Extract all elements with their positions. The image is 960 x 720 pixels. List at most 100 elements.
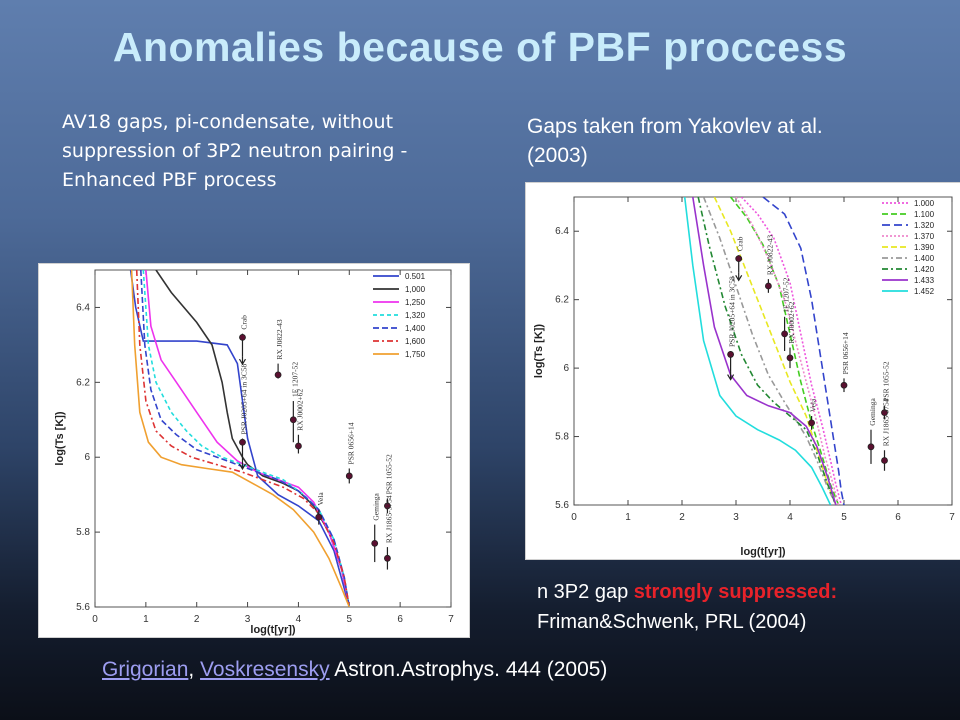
author-link-voskresensky[interactable]: Voskresensky: [200, 658, 330, 681]
obs-label: Vela: [316, 492, 325, 506]
obs-label: RX J0002+62: [295, 389, 304, 431]
legend-label: 1,250: [405, 298, 426, 307]
cooling-chart-left: 0 1 2 3 4 5 6 7 5.6 5.8 6 6.2 6.4 log(t[yr]) log(Ts [K…: [38, 263, 470, 638]
obs-point: [781, 330, 789, 338]
x-tick-label: 4: [296, 614, 302, 625]
obs-label: RX J1865-3754: [384, 495, 393, 543]
obs-label: PSR J0205+64 in 3C58: [728, 276, 737, 347]
obs-point: [840, 381, 848, 389]
obs-label: PSR 0656+14: [346, 422, 355, 464]
y-tick-label: 6: [84, 452, 90, 463]
obs-label: PSR J0205+64 in 3C58: [239, 364, 248, 435]
obs-point: [371, 539, 379, 547]
obs-point: [384, 502, 391, 510]
obs-label: PSR 1055-52: [882, 361, 891, 401]
plot-frame: [573, 196, 953, 506]
obs-point: [764, 282, 772, 290]
obs-label: RX J0002+62: [787, 301, 796, 343]
x-tick-label: 1: [143, 614, 149, 625]
obs-label: 1E 1207-52: [782, 277, 791, 312]
note-prefix: n 3P2 gap: [537, 581, 634, 603]
series-line: [735, 197, 840, 505]
x-tick-label: 5: [347, 614, 353, 625]
series-line: [140, 270, 351, 607]
series-line: [762, 197, 845, 505]
legend-label: 1,600: [405, 337, 426, 346]
legend-label: 1.433: [914, 276, 935, 285]
series-line: [683, 197, 832, 505]
obs-point: [735, 255, 743, 262]
obs-point: [881, 457, 888, 464]
x-tick-label: 4: [787, 512, 793, 523]
obs-label: Geminga: [868, 398, 877, 426]
x-tick-label: 7: [949, 512, 955, 523]
obs-label: 1E 1207-52: [290, 362, 299, 397]
series-line: [729, 197, 840, 505]
obs-label: PSR 1055-52: [384, 454, 393, 494]
obs-limit-arrow: [238, 358, 247, 366]
obs-point: [345, 472, 353, 480]
legend-label: 1,400: [405, 324, 426, 333]
obs-point: [315, 513, 323, 521]
x-tick-label: 6: [397, 614, 403, 625]
obs-label: PSR 0656+14: [841, 332, 850, 374]
obs-label: Geminga: [372, 492, 381, 520]
legend-label: 1.320: [914, 221, 935, 230]
x-tick-label: 2: [194, 614, 200, 625]
obs-label: Crab: [239, 315, 248, 330]
left-caption: AV18 gaps, pi-condensate, without suppre…: [62, 111, 408, 191]
obs-point: [239, 438, 246, 446]
series-line: [155, 270, 351, 607]
legend-label: 1.390: [914, 243, 935, 252]
legend-label: 1.420: [914, 265, 935, 274]
x-axis-label: log(t[yr]): [250, 624, 296, 636]
series-line: [135, 270, 351, 607]
x-tick-label: 7: [448, 614, 454, 625]
x-tick-label: 1: [625, 512, 631, 523]
x-axis-label: log(t[yr]): [740, 546, 786, 558]
series-line: [130, 270, 351, 607]
obs-point: [274, 371, 282, 379]
citation-separator: ,: [188, 658, 201, 681]
x-tick-label: 3: [733, 512, 739, 523]
right-caption: Gaps taken from Yakovlev at al. (2003): [527, 115, 823, 167]
note-highlight: strongly suppressed:: [633, 581, 838, 603]
x-tick-label: 5: [841, 512, 847, 523]
citation-journal: Astron.Astrophys. 444 (2005): [329, 658, 608, 681]
x-tick-label: 0: [92, 614, 98, 625]
obs-point: [384, 554, 391, 562]
obs-point: [808, 419, 816, 427]
suppression-note: n 3P2 gap strongly suppressed: Friman&Sc…: [537, 577, 952, 637]
legend-label: 1.000: [914, 199, 935, 208]
author-link-grigorian[interactable]: Grigorian: [102, 658, 189, 681]
y-tick-label: 6.2: [76, 377, 90, 388]
obs-limit-arrow: [735, 274, 743, 282]
x-tick-label: 6: [895, 512, 901, 523]
obs-label: RX J0822-43: [275, 319, 284, 359]
series-line: [740, 197, 843, 505]
obs-point: [239, 334, 246, 341]
legend-label: 1,000: [405, 285, 426, 294]
y-axis-label: log(Ts [K]): [54, 411, 66, 466]
slide-title: Anomalies because of PBF proccess: [112, 24, 848, 70]
obs-limit-arrow: [727, 374, 735, 381]
cooling-chart-left-svg: 0 1 2 3 4 5 6 7 5.6 5.8 6 6.2 6.4 log(t[yr]) log(Ts [K…: [54, 269, 454, 636]
y-tick-label: 5.8: [76, 527, 90, 538]
obs-label: Vela: [809, 398, 818, 412]
y-tick-label: 6: [563, 363, 569, 374]
obs-point: [295, 442, 302, 450]
obs-label: RX J1865-3754: [882, 398, 891, 446]
y-tick-label: 6.4: [555, 226, 569, 237]
y-axis-label: log(Ts [K]): [533, 324, 545, 379]
obs-limit-arrow: [238, 463, 247, 471]
series-line: [702, 197, 837, 505]
x-tick-label: 3: [245, 614, 251, 625]
citation: Grigorian, Voskresensky Astron.Astrophys…: [102, 658, 607, 682]
series-line: [713, 197, 837, 505]
cooling-chart-right-svg: 0 1 2 3 4 5 6 7 5.6 5.8 6 6.2 6.4 log(t[yr]) log(Ts [K…: [533, 196, 955, 558]
legend-label: 1,320: [405, 311, 426, 320]
x-tick-label: 2: [679, 512, 685, 523]
series-group: [683, 197, 845, 505]
y-tick-label: 5.6: [76, 602, 90, 613]
obs-point: [881, 409, 888, 417]
